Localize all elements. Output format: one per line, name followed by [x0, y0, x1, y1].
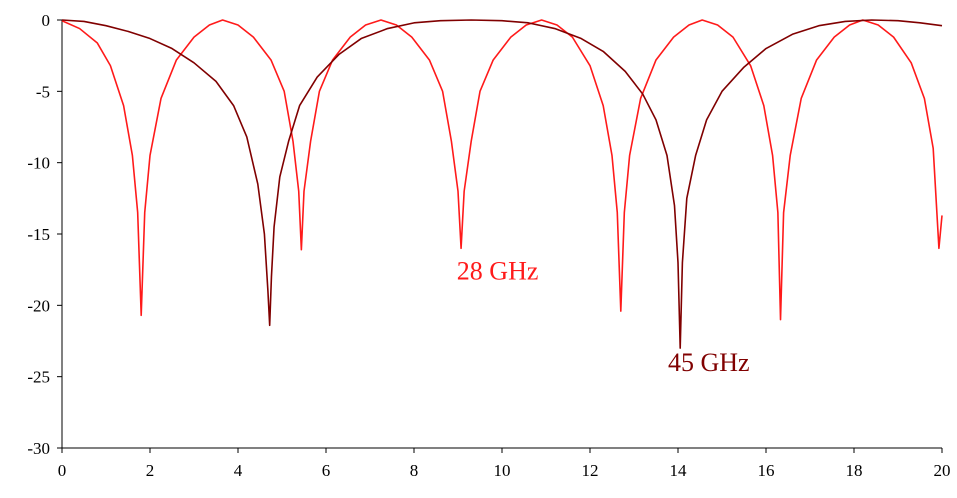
series-annotations: 28 GHz 45 GHz: [457, 257, 750, 377]
series-label-45-ghz: 45 GHz: [668, 348, 750, 377]
x-tick-label: 10: [494, 461, 511, 480]
x-tick-label: 6: [322, 461, 331, 480]
series-lines: [61, 19, 943, 349]
y-tick-label: -20: [27, 296, 50, 315]
x-tick-label: 4: [234, 461, 243, 480]
x-tick-label: 18: [846, 461, 863, 480]
axes: [57, 19, 943, 453]
x-tick-label: 16: [758, 461, 775, 480]
y-tick-label: 0: [42, 11, 51, 30]
x-tick-label: 0: [58, 461, 67, 480]
series-label-28-ghz: 28 GHz: [457, 257, 539, 286]
series-line-28-ghz: [61, 19, 943, 321]
y-tick-label: -10: [27, 154, 50, 173]
x-tick-label: 2: [146, 461, 155, 480]
y-tick-label: -30: [27, 439, 50, 458]
x-tick-label: 14: [670, 461, 688, 480]
x-tick-label: 8: [410, 461, 419, 480]
y-tick-label: -15: [27, 225, 50, 244]
y-tick-label: -5: [36, 82, 50, 101]
x-tick-label: 12: [582, 461, 599, 480]
tick-labels: 0 -5 -10 -15 -20 -25 -30 0 2 4 6 8 10 12 14 16 18 20: [27, 11, 950, 480]
series-line-45-ghz: [61, 19, 943, 349]
x-tick-label: 20: [934, 461, 951, 480]
y-tick-label: -25: [27, 368, 50, 387]
